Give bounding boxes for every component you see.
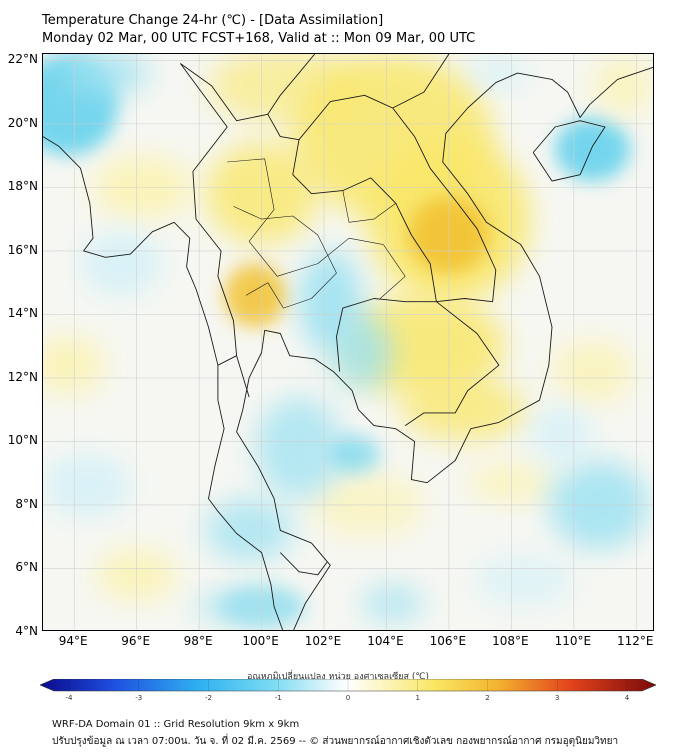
colorbar-ramp	[40, 679, 656, 692]
longitude-tick-label: 98°E	[183, 634, 213, 648]
colorbar-tick-label: -2	[205, 694, 212, 702]
colorbar-tick-label: 1	[415, 694, 420, 702]
thailand-malaysia-border	[279, 552, 328, 576]
anomaly-patch	[530, 406, 593, 464]
colorbar-title: อุณหภูมิเปลี่ยนแปลง หน่วย องศาเซลเซียส (…	[246, 672, 430, 682]
longitude-tick-label: 94°E	[58, 634, 88, 648]
longitude-tick-label: 110°E	[554, 634, 592, 648]
west-coastline	[43, 136, 284, 630]
model-info: WRF-DA Domain 01 :: Grid Resolution 9km …	[52, 719, 300, 730]
latitude-tick-label: 20°N	[7, 115, 38, 130]
colorbar-tick-label: 0	[345, 694, 351, 702]
anomaly-patch	[330, 435, 381, 474]
colorbar-tick-label: -3	[135, 694, 143, 702]
longitude-tick-label: 96°E	[121, 634, 151, 648]
map-panel	[42, 53, 654, 631]
map-title: Temperature Change 24-hr (℃) - [Data Ass…	[42, 13, 384, 28]
colorbar-tick-label: 4	[624, 694, 630, 702]
anomaly-patch	[555, 117, 631, 182]
hainan-coastline	[532, 120, 606, 182]
laos-vietnam-border	[298, 94, 497, 303]
anomaly-patch	[61, 54, 150, 96]
map-subtitle: Monday 02 Mar, 00 UTC FCST+168, Valid at…	[42, 31, 476, 46]
anomaly-patch	[80, 231, 162, 296]
border-segment	[217, 355, 237, 366]
anomaly-patch	[192, 590, 243, 623]
latitude-tick-label: 8°N	[15, 496, 38, 511]
country-borders	[43, 54, 653, 630]
east-coastline	[358, 66, 653, 484]
anomaly-patch	[592, 57, 653, 115]
graticule	[43, 54, 653, 630]
gulf-coastline	[236, 329, 359, 630]
colorbar-tick-marks	[68, 679, 628, 691]
latitude-tick-label: 10°N	[7, 433, 38, 448]
anomaly-patch	[43, 454, 131, 518]
longitude-tick-label: 112°E	[617, 634, 654, 648]
myanmar-thailand-border	[180, 63, 250, 398]
anomaly-patch	[552, 339, 634, 404]
colorbar-tick-label: -4	[65, 694, 73, 702]
longitude-tick-label: 104°E	[367, 634, 404, 648]
anomaly-patch	[255, 397, 343, 499]
anomaly-patch	[402, 377, 527, 442]
temperature-field	[43, 54, 653, 629]
longitude-tick-label: 106°E	[429, 634, 467, 648]
colorbar-tick-label: 2	[485, 694, 490, 702]
anomaly-patch	[330, 314, 393, 391]
latitude-tick-label: 22°N	[7, 52, 38, 67]
anomaly-patch	[467, 57, 531, 89]
cambodia-vietnam-border	[404, 301, 500, 426]
longitude-tick-label: 100°E	[242, 634, 279, 648]
latitude-tick-label: 4°N	[15, 624, 38, 638]
anomaly-patch	[361, 584, 424, 623]
province-boundaries	[342, 190, 396, 223]
province-boundaries	[233, 206, 337, 309]
longitude-tick-label: 108°E	[492, 634, 529, 648]
latitude-tick-label: 18°N	[7, 179, 38, 194]
thailand-border	[180, 63, 437, 372]
anomaly-patch	[208, 54, 365, 124]
temperature-change-map	[43, 54, 653, 630]
colorbar	[40, 679, 656, 692]
anomaly-patch	[473, 555, 574, 607]
anomaly-patch	[205, 498, 293, 563]
colorbar-tick-label: 3	[555, 694, 560, 702]
colorbar-tick-label: -1	[274, 694, 282, 702]
latitude-tick-label: 12°N	[7, 369, 38, 384]
latitude-tick-label: 16°N	[7, 242, 38, 257]
latitude-tick-label: 6°N	[15, 560, 38, 575]
province-boundaries	[227, 158, 406, 299]
latitude-tick-label: 14°N	[7, 306, 38, 321]
credits: ปรับปรุงข้อมูล ณ เวลา 07:00น. วัน จ. ที่…	[52, 736, 619, 747]
laos-china-border	[267, 54, 316, 115]
vietnam-china-border	[392, 54, 450, 109]
longitude-tick-label: 102°E	[304, 634, 342, 648]
anomaly-patch	[224, 263, 287, 328]
